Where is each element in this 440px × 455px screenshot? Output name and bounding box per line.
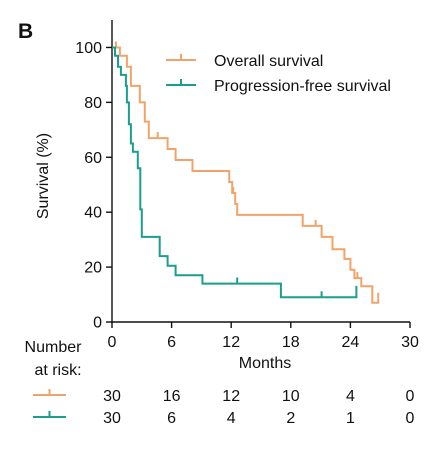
risk-value-os: 30	[103, 388, 121, 405]
x-tick-label: 30	[401, 334, 419, 351]
risk-value-pfs: 0	[406, 410, 415, 427]
x-tick-label: 0	[108, 334, 117, 351]
x-tick-label: 18	[282, 334, 300, 351]
y-tick-label: 0	[93, 315, 102, 332]
risk-value-os: 16	[163, 388, 181, 405]
y-tick-label: 20	[84, 260, 102, 277]
legend-os-label: Overall survival	[214, 53, 323, 70]
y-tick-label: 40	[84, 205, 102, 222]
risk-value-pfs: 4	[227, 410, 236, 427]
y-tick-label: 60	[84, 150, 102, 167]
x-ticks: 0 6 12 18 24 30	[108, 322, 419, 351]
risk-title-line1: Number	[25, 339, 83, 356]
legend-item-pfs: Progression-free survival	[166, 78, 391, 95]
x-tick-label: 12	[222, 334, 240, 351]
y-tick-label: 80	[84, 95, 102, 112]
risk-value-pfs: 1	[346, 410, 355, 427]
y-tick-label: 100	[75, 40, 102, 57]
legend: Overall survival Progression-free surviv…	[166, 53, 391, 95]
y-ticks: 0 20 40 60 80 100	[75, 40, 112, 332]
axes	[111, 20, 410, 323]
risk-value-pfs: 2	[286, 410, 295, 427]
y-axis-title: Survival (%)	[35, 133, 52, 219]
risk-value-os: 4	[346, 388, 355, 405]
risk-row-os-key	[33, 389, 66, 396]
series-line-pfs	[112, 46, 358, 299]
legend-pfs-label: Progression-free survival	[214, 78, 391, 95]
risk-title-line2: at risk:	[34, 362, 81, 379]
risk-row-pfs-key	[33, 411, 66, 418]
risk-table: Number at risk: 30 16 12 10 4 030 6 4 2 1 0	[25, 339, 415, 427]
legend-item-os: Overall survival	[166, 53, 323, 70]
risk-values: 30 16 12 10 4 030 6 4 2 1 0	[103, 388, 414, 427]
x-tick-label: 6	[167, 334, 176, 351]
risk-value-pfs: 6	[167, 410, 176, 427]
risk-value-pfs: 30	[103, 410, 121, 427]
panel-label: B	[18, 20, 33, 43]
risk-value-os: 12	[222, 388, 240, 405]
risk-value-os: 0	[406, 388, 415, 405]
series-layer	[112, 41, 380, 304]
x-axis-title: Months	[239, 355, 291, 372]
x-tick-label: 24	[342, 334, 360, 351]
risk-value-os: 10	[282, 388, 300, 405]
series-line-os	[112, 46, 380, 304]
